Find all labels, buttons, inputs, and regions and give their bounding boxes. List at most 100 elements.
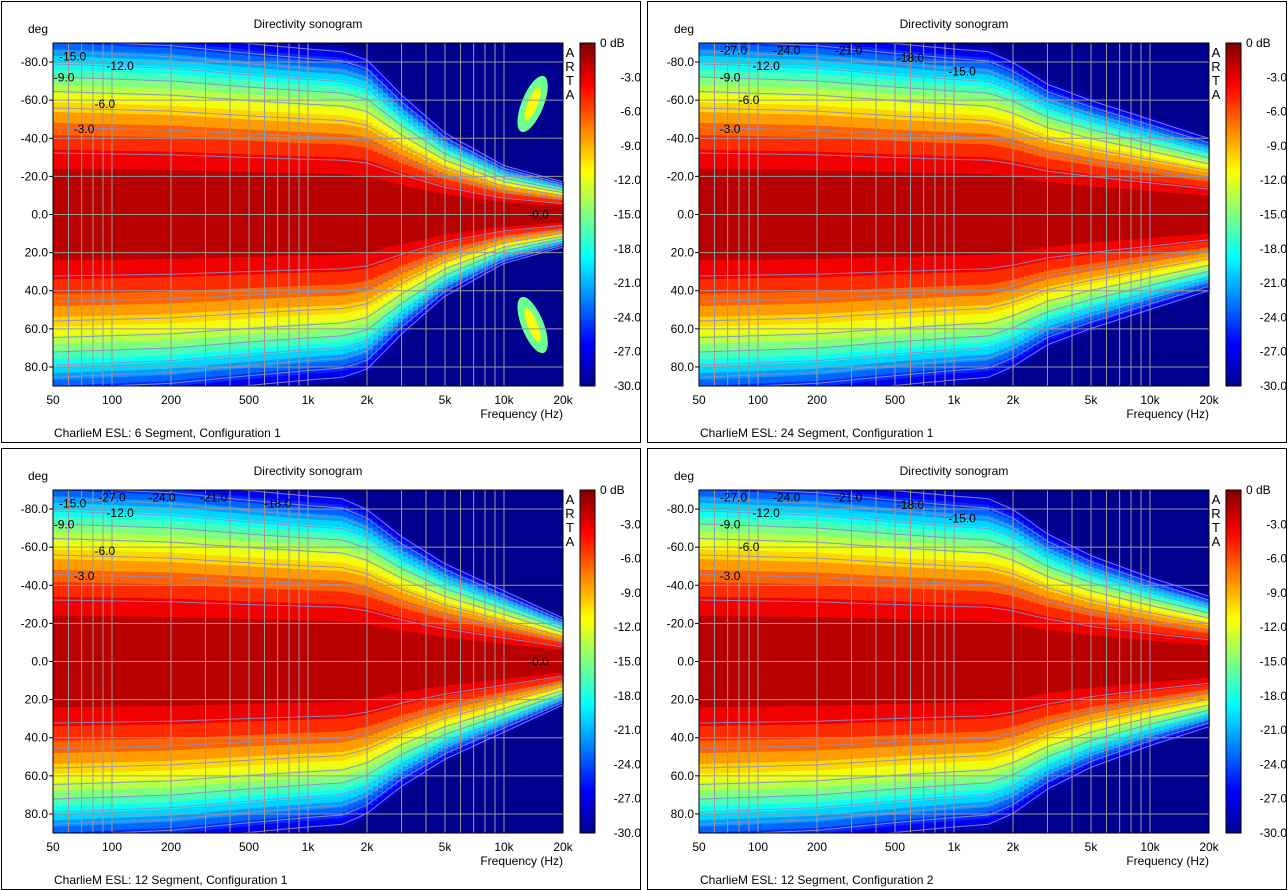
- x-tick-label: 200: [161, 393, 181, 407]
- x-tick-label: 20k: [1199, 393, 1219, 407]
- x-tick-label: 200: [807, 393, 827, 407]
- sonogram-panel-3: Directivity sonogram deg -80.0 -60.0 -40.0 -2…: [1, 448, 641, 890]
- colorbar: [1225, 42, 1242, 387]
- y-tick-label: 60.0: [25, 322, 49, 336]
- x-tick-label: 5k: [439, 393, 453, 407]
- colorbar-tick-label: -6.0: [1266, 105, 1287, 119]
- contour-label: -18.0: [897, 51, 925, 65]
- contour-label: -21.0: [835, 44, 863, 58]
- x-tick-label: 2k: [361, 393, 375, 407]
- y-tick-label: 80.0: [671, 360, 695, 374]
- x-tick-label: 10k: [494, 393, 514, 407]
- y-tick-label: -40.0: [21, 131, 49, 145]
- colorbar-tick-label: -15.0: [614, 208, 641, 222]
- contour-label: -3.0: [720, 122, 741, 136]
- y-axis-label: deg: [674, 22, 694, 36]
- colorbar-tick-label: -12.0: [1260, 173, 1287, 187]
- y-tick-label: -80.0: [667, 55, 695, 69]
- panel-caption: CharlieM ESL: 24 Segment, Configuration …: [700, 426, 934, 440]
- x-axis-label: Frequency (Hz): [480, 407, 563, 421]
- grid: [699, 43, 1209, 386]
- y-tick-label: 20.0: [671, 246, 695, 260]
- colorbar-tick-label: -9.0: [620, 139, 641, 153]
- sonogram-chart: Directivity sonogram deg -80.0 -60.0 -40.0 -2…: [21, 17, 641, 421]
- y-axis-label: deg: [28, 469, 48, 483]
- watermark-letter: A: [566, 87, 575, 102]
- contour-label: -9.0: [720, 70, 741, 84]
- colorbar-tick-label: -21.0: [1260, 276, 1287, 290]
- colorbar-tick-label: -21.0: [614, 276, 641, 290]
- chart-title: Directivity sonogram: [254, 464, 363, 478]
- colorbar-tick-label: -27.0: [1260, 345, 1287, 359]
- sonogram-panel-2: Directivity sonogram deg -80.0 -60.0 -40.0 -2…: [647, 1, 1287, 443]
- contour-label: -12.0: [752, 59, 780, 73]
- y-tick-label: 0.0: [677, 208, 694, 222]
- colorbar-tick-label: -3.0: [1266, 70, 1287, 84]
- colorbar-tick-label: -15.0: [1260, 208, 1287, 222]
- colorbar-label: 0 dB: [1246, 36, 1271, 50]
- watermark-letter: A: [1212, 45, 1221, 60]
- panel-caption: CharlieM ESL: 6 Segment, Configuration 1: [54, 426, 281, 440]
- sonogram-chart: Directivity sonogram deg -80.0 -60.0 -40.0 -2…: [667, 17, 1287, 421]
- colorbar: [579, 42, 596, 387]
- contour-label: -9.0: [54, 70, 75, 84]
- y-tick-label: 40.0: [25, 284, 49, 298]
- y-tick-label: -80.0: [21, 55, 49, 69]
- contour-label: -27.0: [720, 44, 748, 58]
- y-tick-label: 0.0: [31, 208, 48, 222]
- colorbar-tick-label: -30.0: [1260, 379, 1287, 393]
- x-tick-label: 20k: [553, 393, 573, 407]
- y-tick-label: 40.0: [671, 284, 695, 298]
- x-tick-label: 50: [46, 393, 60, 407]
- colorbar-tick-label: -6.0: [620, 105, 641, 119]
- colorbar-tick-label: -12.0: [614, 173, 641, 187]
- watermark-letter: T: [1212, 73, 1220, 88]
- y-tick-label: -20.0: [667, 169, 695, 183]
- side-lobe-core: [524, 308, 541, 342]
- colorbar-tick-label: -27.0: [614, 345, 641, 359]
- y-tick-label: -20.0: [21, 169, 49, 183]
- x-tick-label: 2k: [1007, 393, 1021, 407]
- colorbar-label: 0 dB: [600, 36, 625, 50]
- sonogram-panel-1: Directivity sonogram deg -80.0 -60.0 -40.0 -2…: [1, 1, 641, 443]
- grid: [53, 43, 563, 386]
- x-tick-label: 50: [692, 393, 706, 407]
- x-axis-label: Frequency (Hz): [1126, 407, 1209, 421]
- side-lobe-core: [524, 87, 541, 121]
- colorbar-tick-label: -24.0: [1260, 310, 1287, 324]
- contour-label: -6.0: [739, 93, 760, 107]
- watermark-letter: A: [1212, 87, 1221, 102]
- contour-label: -6.0: [95, 97, 116, 111]
- x-tick-label: 1k: [948, 393, 962, 407]
- y-tick-label: -60.0: [21, 93, 49, 107]
- x-tick-label: 1k: [302, 393, 316, 407]
- y-axis-label: deg: [28, 22, 48, 36]
- x-tick-label: 100: [102, 393, 122, 407]
- contour-label: -3.0: [74, 122, 95, 136]
- watermark-letter: R: [565, 59, 574, 74]
- y-tick-label: -60.0: [667, 93, 695, 107]
- y-tick-label: 60.0: [671, 322, 695, 336]
- colorbar-tick-label: -18.0: [614, 242, 641, 256]
- colorbar-tick-label: -30.0: [614, 379, 641, 393]
- contour-label: -24.0: [773, 44, 801, 58]
- watermark-letter: T: [566, 73, 574, 88]
- y-tick-label: 20.0: [25, 246, 49, 260]
- y-tick-label: -40.0: [667, 131, 695, 145]
- contour-label: -12.0: [106, 59, 134, 73]
- chart-title: Directivity sonogram: [900, 17, 1009, 31]
- colorbar-tick-label: -24.0: [614, 310, 641, 324]
- sonogram-chart: Directivity sonogramdeg-80.0-60.0-40.0-2…: [21, 464, 640, 868]
- colorbar-tick-label: -3.0: [620, 70, 641, 84]
- contour-label: -0.0: [528, 208, 549, 222]
- colorbar-tick-label: -9.0: [1266, 139, 1287, 153]
- x-tick-label: 500: [239, 393, 259, 407]
- contour-label: -15.0: [948, 65, 976, 79]
- x-tick-label: 100: [748, 393, 768, 407]
- chart-title: Directivity sonogram: [254, 17, 363, 31]
- contour-label: -15.0: [59, 49, 87, 63]
- y-tick-label: 80.0: [25, 360, 49, 374]
- colorbar-tick-label: -18.0: [1260, 242, 1287, 256]
